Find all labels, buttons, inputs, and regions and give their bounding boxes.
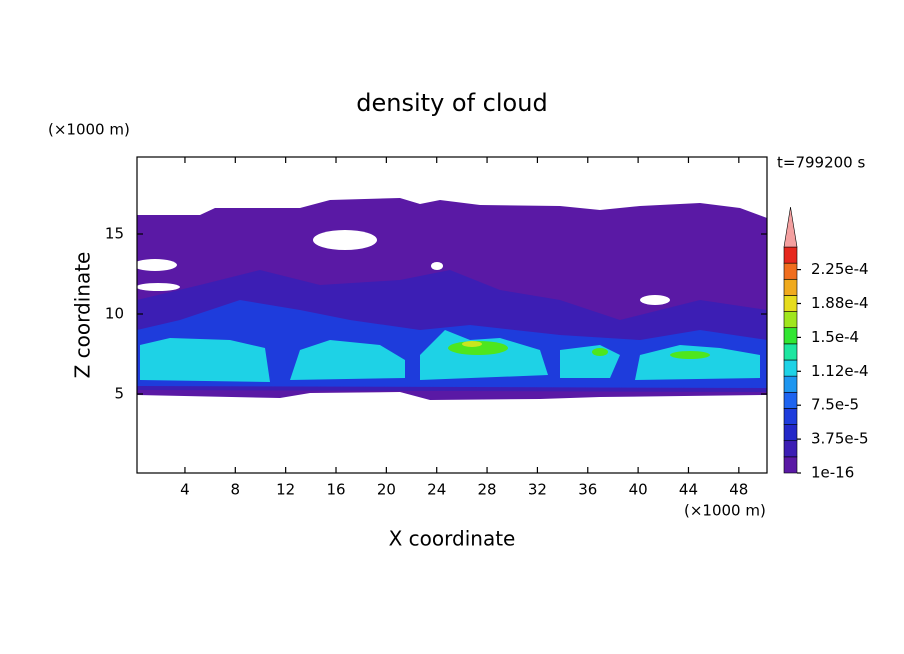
x-tick-label: 12 [276, 481, 295, 499]
x-axis-label: X coordinate [389, 527, 516, 551]
colorbar-label: 7.5e-5 [811, 396, 859, 414]
cloud-field [137, 198, 767, 400]
colorbar-box [783, 391, 798, 409]
time-label: t=799200 s [777, 154, 865, 172]
colorbar-box [783, 359, 798, 377]
x-tick-label: 24 [427, 481, 446, 499]
plot-frame [136, 156, 768, 474]
x-tick-label: 48 [729, 481, 748, 499]
colorbar-box [783, 440, 798, 458]
x-unit: (×1000 m) [684, 502, 766, 520]
colorbar-box [783, 278, 798, 296]
x-tick-label: 20 [377, 481, 396, 499]
x-tick-label: 40 [629, 481, 648, 499]
colorbar-box [783, 327, 798, 345]
colorbar-box [783, 408, 798, 425]
colorbar-box [783, 424, 798, 442]
colorbar-box [783, 343, 798, 361]
y-tick-label: 10 [105, 305, 124, 323]
colorbar-label: 1e-16 [811, 464, 854, 482]
colorbar-label: 3.75e-5 [811, 430, 869, 448]
x-tick-label: 36 [578, 481, 597, 499]
chart-title: density of cloud [356, 89, 547, 117]
colorbar-label: 2.25e-4 [811, 260, 869, 278]
colorbar-extend [783, 206, 798, 248]
x-tick-label: 16 [326, 481, 345, 499]
colorbar-label: 1.88e-4 [811, 294, 869, 312]
colorbar-box [783, 295, 798, 312]
x-tick-label: 32 [528, 481, 547, 499]
colorbar-box [783, 246, 798, 264]
y-unit: (×1000 m) [48, 121, 130, 139]
colorbar-box [783, 311, 798, 329]
colorbar-box [783, 375, 798, 393]
x-tick-label: 4 [180, 481, 190, 499]
y-axis-label: Z coordinate [71, 252, 95, 379]
x-tick-label: 44 [679, 481, 698, 499]
x-tick-label: 8 [231, 481, 241, 499]
y-tick-label: 15 [105, 225, 124, 243]
colorbar-label: 1.12e-4 [811, 362, 869, 380]
x-tick-label: 28 [478, 481, 497, 499]
colorbar-box [783, 262, 798, 280]
colorbar-box [783, 456, 798, 474]
colorbar-label: 1.5e-4 [811, 328, 859, 346]
y-tick-label: 5 [114, 385, 124, 403]
